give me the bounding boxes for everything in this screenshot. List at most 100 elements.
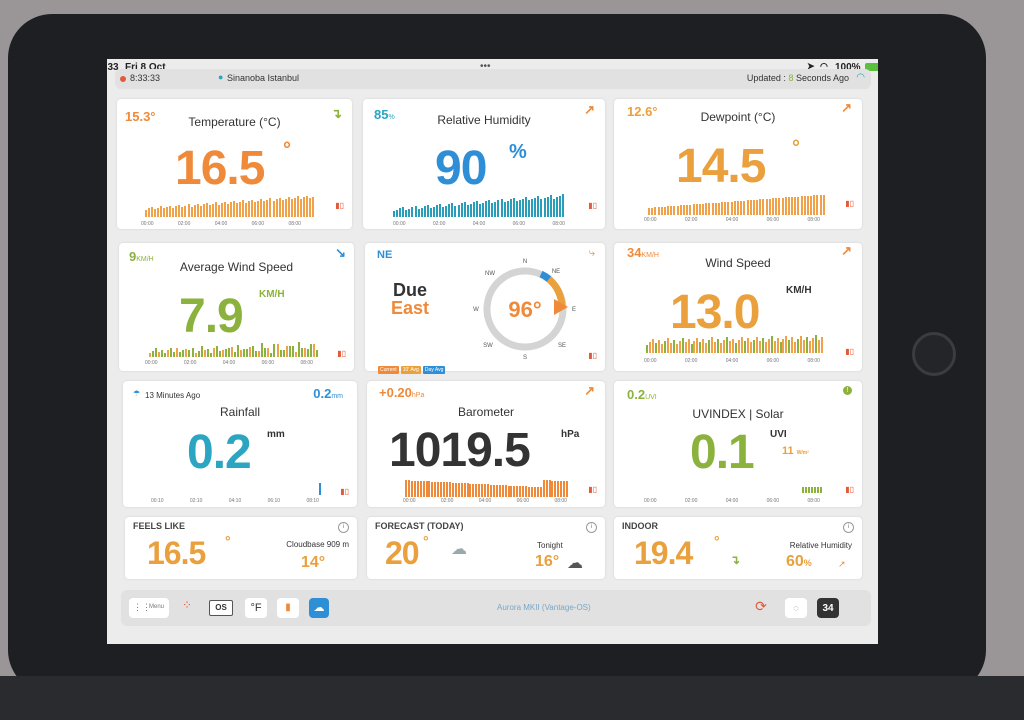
spark-bar (730, 202, 733, 215)
dewpoint-card[interactable]: 12.6° Dewpoint (°C) ↗ 14.5 ° 00:00 02:00 0… (614, 99, 862, 229)
chart-icon[interactable]: ▮▯ (335, 201, 344, 210)
spark-bar (410, 481, 413, 497)
compass-w: W (473, 307, 479, 313)
spark-bar (785, 336, 788, 353)
time-tick: 04:10 (228, 498, 242, 504)
barometer-card[interactable]: +0.20hPa Barometer ↗ 1019.5 hPa 00:00 02:… (367, 381, 605, 507)
uv-card[interactable]: 0.2UVI UVINDEX | Solar ! 0.1 UVI 11 W/m²… (614, 381, 862, 507)
os-button[interactable]: OS (209, 600, 233, 616)
wind-speed-card[interactable]: 34KM/H Wind Speed ↗ 13.0 KM/H 00:00 02:00… (614, 243, 862, 371)
info-alert-icon[interactable]: ! (843, 386, 852, 395)
unit-toggle-button[interactable]: °F (245, 598, 267, 618)
wifi-signal-icon: ◠ (856, 72, 865, 83)
spark-bar (239, 202, 242, 217)
spark-bar (223, 202, 226, 217)
spark-bar (689, 205, 692, 215)
spark-bar (675, 344, 678, 353)
screen: 08:33 Fri 8 Oct ••• ➤ ◠ 100% 8:33:33 ● S… (107, 59, 878, 644)
spark-bar (566, 481, 569, 497)
calendar-icon[interactable]: 34 (817, 598, 839, 618)
spark-bar (733, 201, 736, 215)
spark-bar (800, 196, 803, 215)
bar-chart-icon[interactable]: ▮ (277, 598, 299, 618)
barometer-sparkline (405, 473, 569, 497)
spark-bar (188, 350, 191, 357)
chart-icon[interactable]: ▮▯ (588, 201, 597, 210)
chart-icon[interactable]: ▮▯ (588, 351, 597, 360)
multitask-dots-icon[interactable]: ••• (480, 61, 491, 72)
lightbulb-icon[interactable]: ◌ (785, 598, 807, 618)
feels-like-value: 16.5 (147, 535, 206, 571)
spark-bar (209, 353, 212, 357)
forecast-card[interactable]: FORECAST (TODAY) i 20 ° ☁ Tonight 16° ☁ (367, 517, 605, 579)
menu-button[interactable]: ⋮⋮ Menu (129, 598, 169, 618)
spark-bar (708, 203, 711, 215)
spark-bar (230, 202, 232, 217)
spark-bar (507, 486, 510, 497)
cloudbase-label: Cloudbase 909 m (286, 540, 349, 549)
spark-bar (534, 198, 537, 217)
wind-direction-card[interactable]: NE ⤷ Due East N NE E SE S SW W NW 96° Cu… (365, 243, 605, 374)
chart-icon[interactable]: ▮▯ (845, 347, 854, 356)
time-tick: 04:00 (214, 221, 228, 227)
time-tick: 04:00 (725, 498, 739, 504)
chart-icon[interactable]: ▮▯ (845, 199, 854, 208)
spark-bar (309, 344, 312, 357)
chart-icon[interactable]: ▮▯ (588, 485, 597, 494)
feels-like-card[interactable]: FEELS LIKE i 16.5 ° Cloudbase 909 m 14° (125, 517, 357, 579)
top-bar: 8:33:33 ● Sinanoba Istanbul Updated : 8 … (115, 69, 871, 89)
spark-bar (551, 481, 554, 497)
humidity-card[interactable]: 85% Relative Humidity ↗ 90 % 00:00 02:00 0… (363, 99, 605, 229)
spark-bar (510, 486, 513, 497)
spark-bar (252, 346, 255, 357)
time-tick: 08:00 (552, 221, 565, 227)
spark-bar (405, 480, 407, 497)
rainfall-card[interactable]: ☂ 13 Minutes Ago 0.2mm Rainfall 0.2 mm 0… (123, 381, 357, 507)
cloud-app-icon[interactable]: ☁ (309, 598, 329, 618)
spark-bar (246, 349, 249, 357)
temperature-card[interactable]: 15.3° Temperature (°C) ↴ 16.5 ° 00:00 02:… (117, 99, 352, 229)
spark-bar (797, 339, 800, 353)
info-icon[interactable]: i (338, 522, 349, 533)
spark-bar (686, 205, 689, 215)
spark-bar (771, 198, 774, 215)
spark-bar (743, 341, 746, 353)
spark-bar (495, 485, 498, 497)
spark-bar (552, 199, 555, 217)
spark-bar (797, 197, 800, 215)
spark-bar (417, 209, 420, 217)
uv-title: UVINDEX | Solar (692, 407, 784, 421)
spark-bar (287, 197, 290, 217)
indoor-card[interactable]: INDOOR i 19.4 ° ↴ Relative Humidity 60% … (614, 517, 862, 579)
info-icon[interactable]: i (586, 522, 597, 533)
avg-wind-value: 7.9 (179, 290, 244, 343)
spark-bar (503, 202, 506, 217)
chart-icon[interactable]: ▮▯ (337, 349, 346, 358)
spark-bar (197, 351, 200, 357)
spark-bar (257, 201, 260, 217)
time-tick: 00:00 (644, 217, 657, 223)
time-tick: 06:00 (766, 498, 780, 504)
time-tick: 04:00 (222, 360, 236, 366)
info-icon[interactable]: i (843, 522, 854, 533)
spark-bar (513, 486, 516, 497)
refresh-icon[interactable]: ⟳ (755, 598, 767, 614)
spark-bar (399, 208, 402, 217)
chart-icon[interactable]: ▮▯ (845, 485, 854, 494)
spark-bar (714, 342, 717, 353)
home-button[interactable] (912, 332, 956, 376)
solar-unit: W/m² (796, 450, 809, 456)
spark-bar (215, 346, 218, 357)
spark-bar (224, 349, 227, 357)
spark-bar (416, 481, 419, 497)
clock: 8:33:33 (130, 73, 161, 83)
spark-bar (759, 199, 762, 215)
avg-wind-card[interactable]: 9KM/H Average Wind Speed ↘ 7.9 KM/H 00:0… (119, 243, 354, 371)
chart-icon[interactable]: ▮▯ (340, 487, 349, 496)
spark-bar (251, 200, 254, 217)
dots-grid-icon[interactable]: ⁘ (181, 598, 193, 612)
spark-bar (519, 486, 522, 497)
spark-bar (308, 198, 311, 217)
location[interactable]: Sinanoba Istanbul (227, 73, 300, 83)
spark-bar (531, 199, 534, 217)
